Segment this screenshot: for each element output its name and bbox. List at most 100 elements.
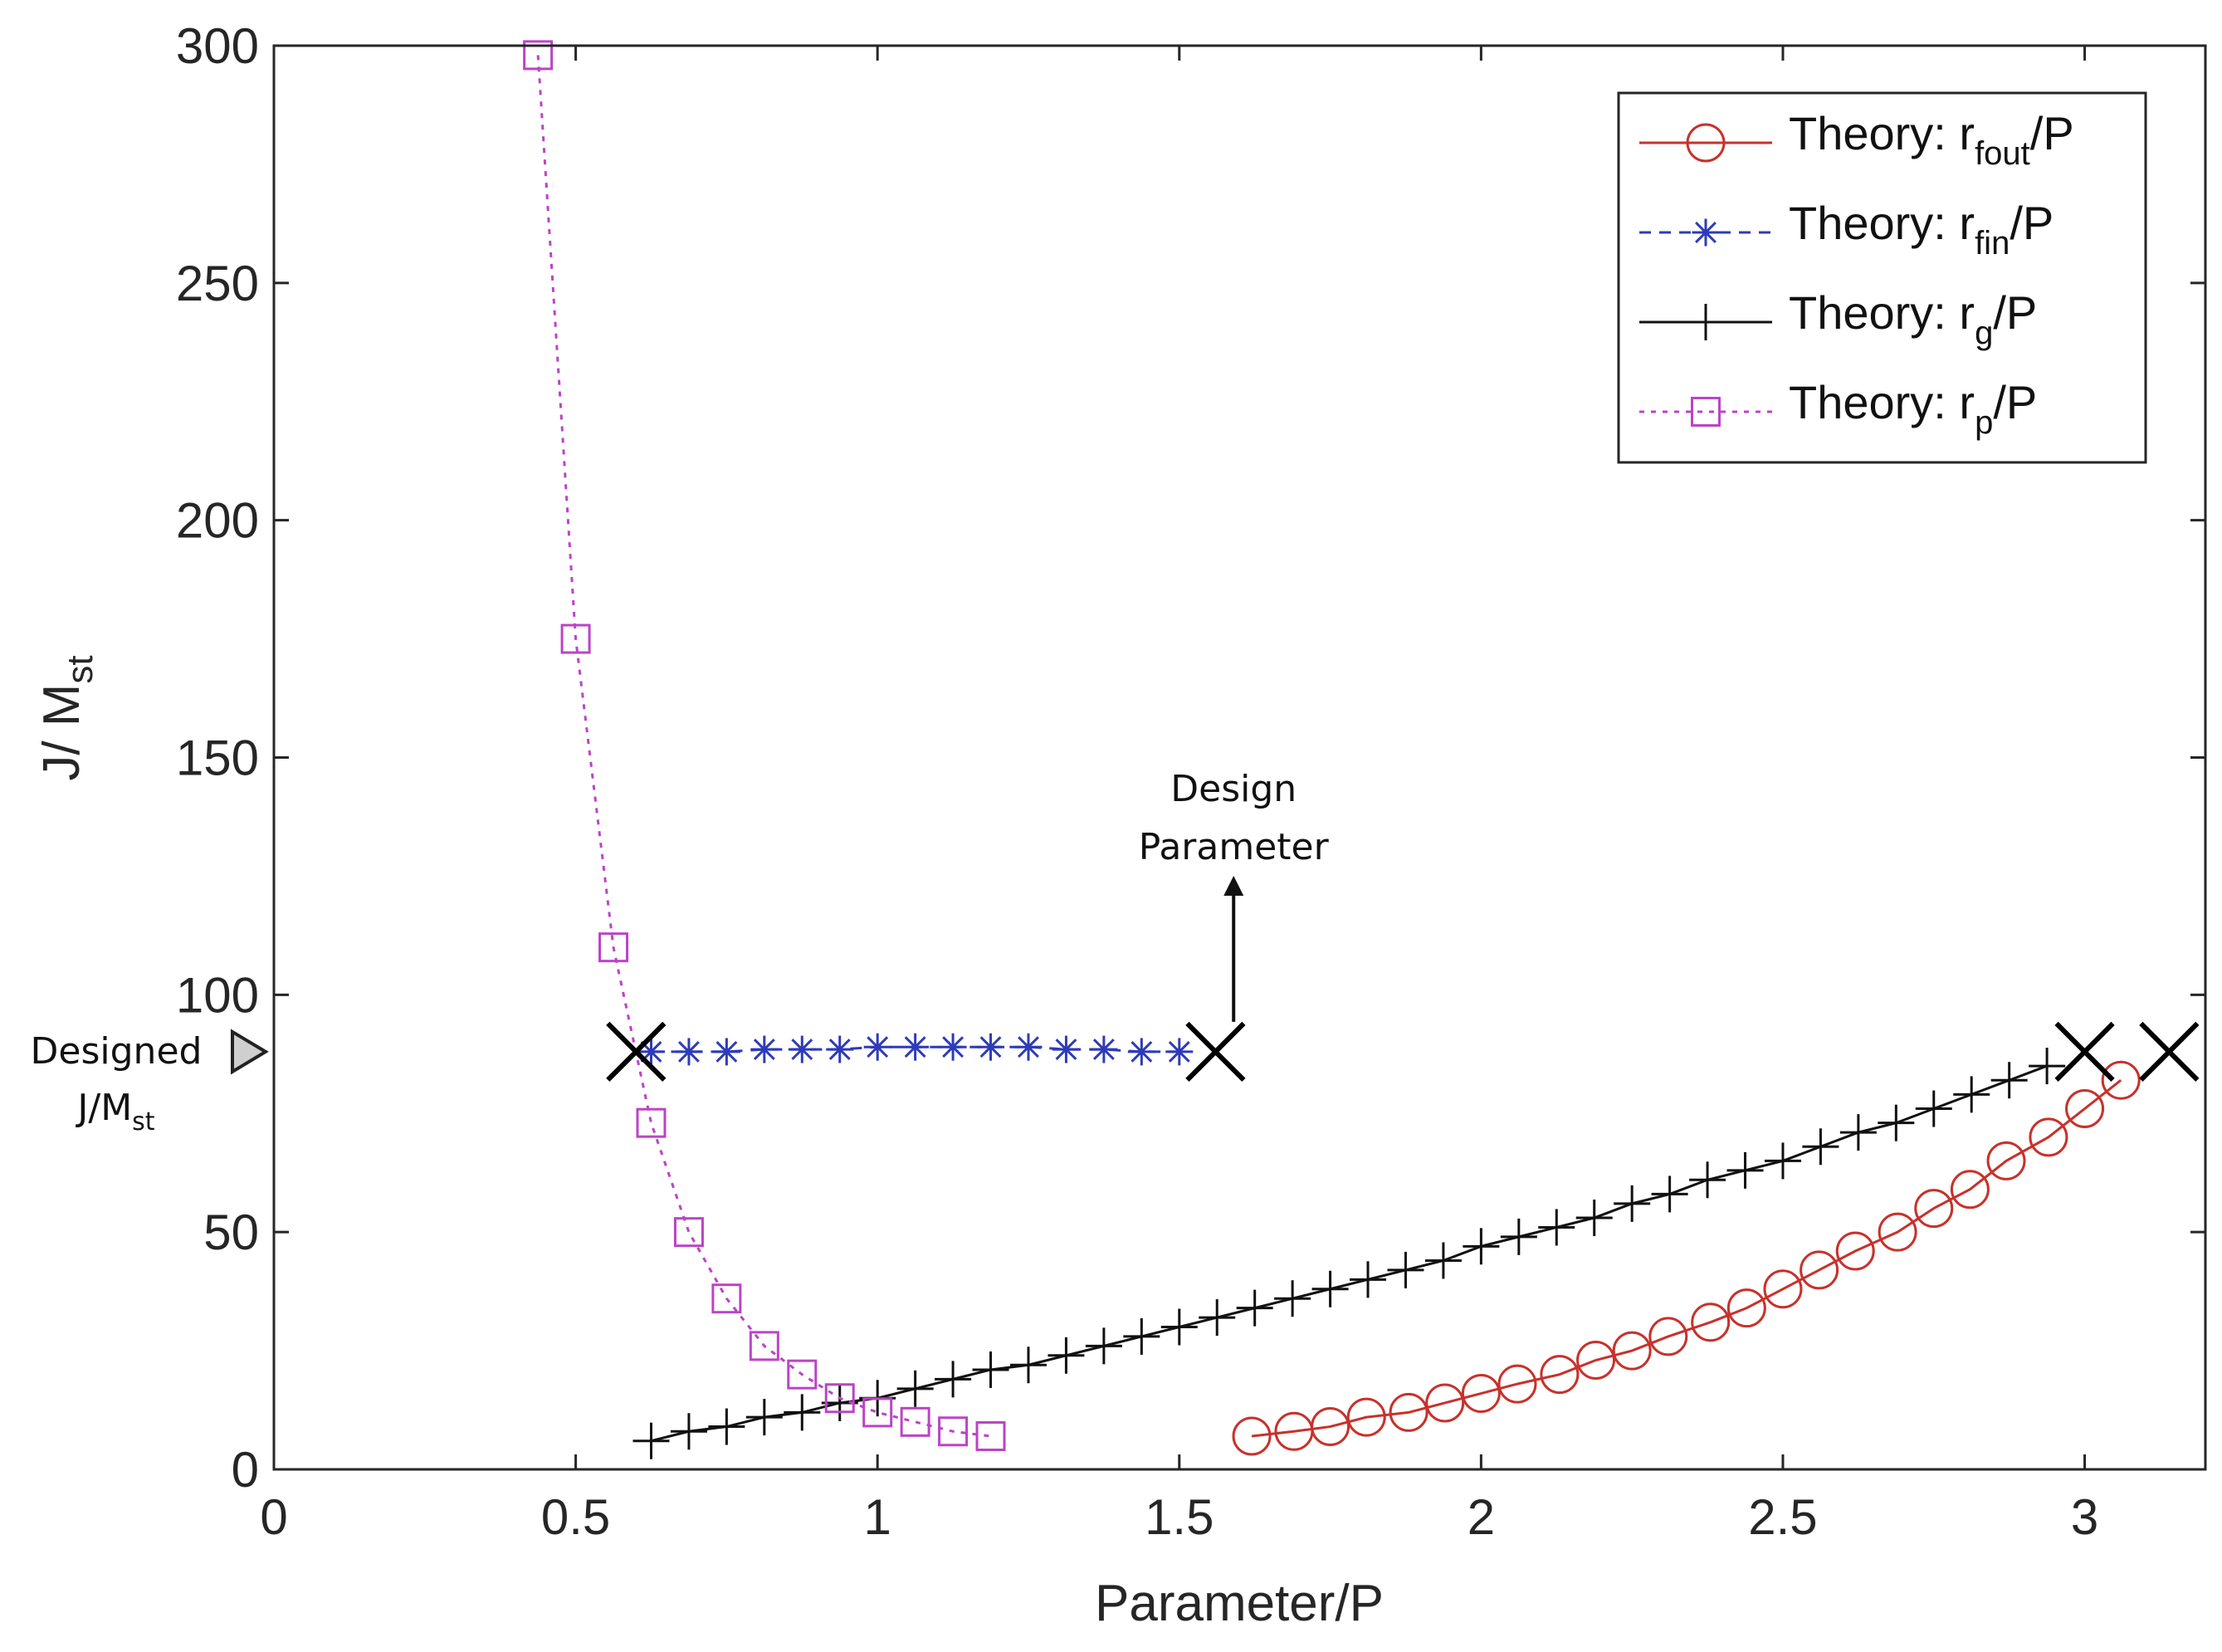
data-point <box>935 1361 972 1398</box>
x-tick-label: 1.5 <box>1145 1489 1214 1545</box>
data-point <box>1986 1141 2026 1180</box>
data-point <box>745 1399 783 1436</box>
asterisk-stroke <box>1055 1039 1077 1061</box>
data-point <box>1878 1212 1917 1252</box>
data-point <box>1461 1374 1501 1414</box>
asterisk-stroke <box>1131 1040 1153 1063</box>
y-tick-label: 300 <box>176 18 259 74</box>
data-point <box>1311 1270 1349 1307</box>
circle-marker-icon <box>1835 1231 1875 1271</box>
y-tick-label: 100 <box>176 967 259 1023</box>
data-point <box>1878 1104 1915 1141</box>
data-point <box>708 1408 745 1445</box>
legend-label-sub: fout <box>1975 135 2030 172</box>
asterisk-stroke <box>828 1039 851 1061</box>
data-point <box>1160 1308 1198 1346</box>
data-point <box>784 1394 821 1431</box>
data-point <box>1726 1151 1764 1189</box>
series-layer <box>523 40 2141 1459</box>
x-stroke <box>2139 1021 2200 1083</box>
legend-label-sub: g <box>1975 315 1993 351</box>
x-tick-label: 3 <box>2071 1489 2098 1545</box>
data-point <box>1085 1327 1122 1365</box>
data-point <box>1915 1090 1952 1127</box>
data-point <box>1389 1392 1428 1432</box>
square-marker-icon <box>749 1331 779 1361</box>
data-point <box>1614 1185 1651 1222</box>
data-point <box>900 1406 930 1437</box>
data-point <box>1540 1355 1580 1395</box>
asterisk-stroke <box>791 1039 813 1061</box>
square-marker-icon <box>975 1420 1006 1451</box>
intersection-x-marker-icon <box>2139 1021 2200 1083</box>
data-point <box>977 1033 1005 1061</box>
y-axis-label-main: J/ M <box>33 684 90 781</box>
data-point <box>1914 1189 1954 1229</box>
data-point <box>1350 1261 1387 1298</box>
data-point <box>1763 1269 1803 1309</box>
y-tick-label: 200 <box>176 493 259 549</box>
circle-marker-icon <box>1691 1303 1731 1342</box>
designed-level-annotation: Designed J/Mst <box>31 1029 269 1136</box>
intersection-x-marker-icon <box>606 1021 667 1083</box>
x-axis-label: Parameter/P <box>1095 1575 1384 1632</box>
square-marker-icon <box>673 1217 704 1248</box>
data-point <box>636 1107 667 1138</box>
circle-marker-icon <box>2029 1117 2068 1157</box>
series-2 <box>632 1048 2066 1459</box>
legend-entry-2: Theory: rg/P <box>1639 286 2037 351</box>
intersection-x-marker-icon <box>2054 1021 2115 1083</box>
axis-ticks: 0 0.5 1 1.5 2 2.5 3 0 50 100 150 200 250 300 <box>176 18 2205 1545</box>
data-point <box>1424 1242 1462 1279</box>
legend-label: Theory: rfout/P <box>1789 107 2074 172</box>
legend-label-tail: /P <box>2010 197 2054 249</box>
square-marker-icon <box>938 1416 969 1447</box>
legend-label-main: Theory: r <box>1789 286 1975 339</box>
designed-label-line1: Designed <box>31 1030 203 1073</box>
designed-label-line2: J/Mst <box>75 1087 154 1136</box>
circle-marker-icon <box>1389 1392 1428 1432</box>
circle-marker-icon <box>1763 1269 1803 1309</box>
circle-marker-icon <box>1540 1355 1580 1395</box>
circle-marker-icon <box>2065 1089 2105 1129</box>
intersection-x-marker-icon <box>1185 1021 1246 1083</box>
legend-box <box>1617 91 2147 464</box>
data-point <box>1123 1317 1160 1355</box>
legend-label-tail: /P <box>1993 286 2037 339</box>
circle-marker-icon <box>2101 1060 2141 1100</box>
data-point <box>826 1035 854 1063</box>
x-stroke <box>2054 1021 2115 1083</box>
square-marker-icon <box>598 932 629 963</box>
data-point <box>1800 1250 1839 1290</box>
square-marker-icon <box>824 1383 855 1414</box>
data-point <box>1090 1035 1118 1063</box>
circle-marker-icon <box>1686 123 1726 163</box>
data-point <box>1839 1114 1877 1151</box>
data-point <box>675 1038 703 1066</box>
data-point <box>787 1359 818 1390</box>
data-point <box>1052 1035 1080 1063</box>
x-tick-label: 1 <box>864 1489 891 1545</box>
data-point <box>1802 1128 1839 1166</box>
square-marker-icon <box>711 1283 742 1314</box>
designed-label-main: J/M <box>75 1087 132 1129</box>
x-tick-label: 0 <box>260 1489 287 1545</box>
x-tick-label: 2 <box>1467 1489 1495 1545</box>
data-point <box>712 1038 740 1066</box>
y-axis-label: J/ Mst <box>33 655 100 780</box>
asterisk-stroke <box>979 1036 1002 1058</box>
legend-label-main: Theory: r <box>1789 376 1975 428</box>
y-tick-label: 250 <box>176 256 259 311</box>
data-point <box>1048 1337 1085 1374</box>
data-point <box>1274 1280 1311 1317</box>
data-point <box>1835 1231 1875 1271</box>
legend-label-main: Theory: r <box>1789 197 1975 249</box>
data-point <box>1691 1303 1731 1342</box>
legend-label-sub: p <box>1975 404 1993 441</box>
legend-marker <box>1692 218 1720 247</box>
designed-label-sub: st <box>132 1107 155 1136</box>
data-point <box>750 1035 779 1063</box>
legend-label-main: Theory: r <box>1789 107 1975 159</box>
